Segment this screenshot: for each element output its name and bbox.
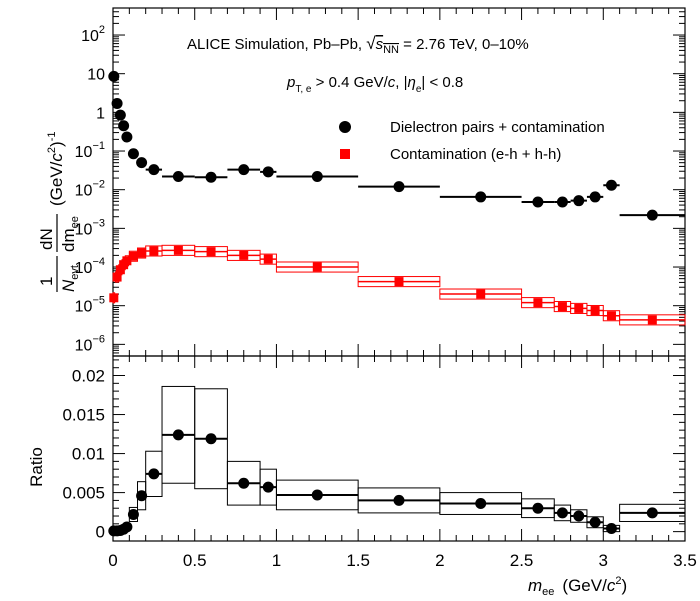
legend: Dielectron pairs + contamination Contami… [339, 119, 605, 163]
legend-marker-dielectron [339, 121, 351, 133]
contamination-marker [533, 298, 543, 308]
dielectron-marker [589, 191, 601, 203]
contamination-marker [590, 306, 600, 316]
bottom-y-tick-label: 0 [96, 523, 105, 542]
bottom-y-tick-label: 0.01 [72, 445, 105, 464]
dielectron-marker [532, 196, 544, 208]
dielectron-marker [393, 181, 405, 193]
ratio-marker [393, 494, 405, 506]
dielectron-marker [556, 196, 568, 208]
contamination-marker [206, 247, 216, 257]
contamination-marker [122, 256, 132, 266]
ratio-marker [475, 498, 487, 510]
ratio-marker [148, 468, 160, 480]
dielectron-marker [118, 120, 130, 132]
ylabel-nevt: Nevt [59, 265, 81, 292]
legend-label-contamination: Contamination (e-h + h-h) [390, 146, 561, 163]
bottom-panel: 0 0.5 1 1.5 2 2.5 3 3.5 0 0.005 0.01 0.015 0.02 [62, 355, 697, 570]
dielectron-marker [121, 131, 133, 143]
contamination-marker [557, 302, 567, 312]
ratio-marker [556, 507, 568, 519]
dielectron-marker [148, 164, 160, 176]
bottom-y-tick-label: 0.015 [62, 406, 105, 425]
ratio-marker [205, 433, 217, 445]
dielectron-marker [262, 166, 274, 178]
contamination-marker [112, 272, 122, 282]
ratio-marker [532, 502, 544, 514]
top-y-tick-label: 10−2 [75, 179, 105, 200]
contamination-marker [115, 265, 125, 275]
contamination-marker [239, 250, 249, 260]
top-y-tick-label: 10−3 [75, 217, 105, 238]
ratio-marker [646, 507, 658, 519]
dielectron-marker [311, 170, 323, 182]
x-tick-label: 2.5 [510, 551, 534, 570]
ratio-marker [573, 510, 585, 522]
x-tick-label: 2 [435, 551, 444, 570]
top-y-tick-label: 10−5 [75, 295, 105, 316]
contamination-marker [394, 277, 404, 287]
legend-label-dielectron: Dielectron pairs + contamination [390, 119, 605, 136]
contamination-marker [149, 246, 159, 256]
dielectron-marker [108, 70, 120, 82]
dielectron-marker [205, 171, 217, 183]
ratio-marker [127, 508, 139, 520]
dielectron-marker [172, 170, 184, 182]
dielectron-marker [127, 148, 139, 160]
top-y-tick-label: 10−4 [75, 256, 105, 277]
top-panel: 10−6 10−5 10−4 10−3 10−2 10−1 1 10 102 [75, 7, 686, 357]
dielectron-marker [605, 179, 617, 191]
ratio-marker [172, 429, 184, 441]
contamination-marker [476, 289, 486, 299]
contamination-marker [263, 254, 273, 264]
bottom-y-axis-label: Ratio [27, 447, 46, 487]
bottom-y-tick-label: 0.005 [62, 484, 105, 503]
ylabel-dn: dN [37, 228, 56, 250]
ratio-marker [605, 523, 617, 535]
x-tick-label: 0 [108, 551, 117, 570]
x-tick-label: 1 [272, 551, 281, 570]
top-y-tick-label: 10 [87, 67, 105, 84]
dielectron-marker [475, 191, 487, 203]
top-y-tick-label: 10−6 [75, 333, 105, 354]
dielectron-marker [136, 157, 148, 169]
ratio-marker [136, 490, 148, 502]
bottom-y-tick-label: 0.02 [72, 367, 105, 386]
x-tick-label: 3.5 [673, 551, 697, 570]
annotation-line-1: ALICE Simulation, Pb–Pb, √sNN = 2.76 TeV… [187, 34, 529, 56]
ylabel-unit: (GeV/c2)-1 [46, 132, 66, 206]
contamination-marker [574, 303, 584, 313]
contamination-marker [312, 262, 322, 272]
top-y-tick-label: 10−1 [75, 140, 105, 161]
ratio-marker [238, 477, 250, 489]
dielectron-marker [114, 109, 126, 121]
contamination-marker [173, 245, 183, 255]
ratio-marker [262, 481, 274, 493]
dielectron-marker [646, 209, 658, 221]
legend-marker-contamination [340, 149, 350, 159]
ratio-marker [311, 489, 323, 501]
contamination-marker [647, 315, 657, 325]
x-tick-label: 0.5 [183, 551, 207, 570]
x-tick-label: 3 [599, 551, 608, 570]
annotation-line-2: pT, e > 0.4 GeV/c, |ηe| < 0.8 [286, 74, 463, 95]
dielectron-marker [111, 97, 123, 109]
x-axis-label: mee (GeV/c2) [528, 575, 627, 598]
contamination-marker [606, 311, 616, 321]
contamination-marker [128, 251, 138, 261]
dielectron-marker [238, 164, 250, 176]
ylabel-one: 1 [37, 277, 56, 286]
top-y-axis-label: 1 Nevt dN dmee (GeV/c2)-1 [37, 132, 81, 292]
ratio-marker [589, 516, 601, 528]
dielectron-marker [573, 195, 585, 207]
top-y-tick-label: 1 [96, 105, 105, 122]
x-tick-label: 1.5 [346, 551, 370, 570]
top-y-tick-label: 102 [81, 24, 105, 45]
contamination-marker [137, 248, 147, 258]
contamination-marker [109, 293, 119, 303]
bottom-plot-frame [112, 355, 686, 542]
ylabel-dm: dmee [59, 216, 81, 252]
ratio-marker [121, 521, 133, 533]
